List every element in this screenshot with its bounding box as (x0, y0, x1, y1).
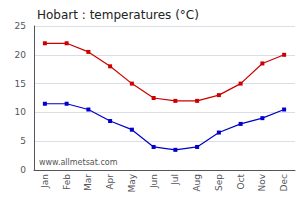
svg-text:Aug: Aug (192, 174, 202, 192)
svg-text:Jun: Jun (149, 174, 159, 189)
svg-text:0: 0 (20, 165, 26, 175)
svg-text:Dec: Dec (279, 174, 289, 191)
svg-text:Apr: Apr (105, 174, 115, 190)
svg-text:Nov: Nov (257, 173, 267, 191)
svg-text:Jul: Jul (170, 174, 180, 186)
svg-text:Feb: Feb (62, 174, 72, 190)
svg-text:www.allmetsat.com: www.allmetsat.com (39, 158, 118, 167)
svg-text:Hobart : temperatures (°C): Hobart : temperatures (°C) (37, 8, 199, 22)
svg-text:15: 15 (15, 79, 26, 89)
svg-text:5: 5 (20, 136, 26, 146)
svg-text:10: 10 (15, 107, 27, 117)
svg-text:Jan: Jan (40, 174, 50, 189)
svg-text:25: 25 (15, 21, 26, 31)
svg-text:May: May (127, 173, 137, 192)
svg-text:20: 20 (15, 50, 27, 60)
svg-text:Oct: Oct (236, 174, 246, 190)
svg-text:Sep: Sep (214, 174, 224, 191)
svg-text:Mar: Mar (83, 174, 93, 191)
